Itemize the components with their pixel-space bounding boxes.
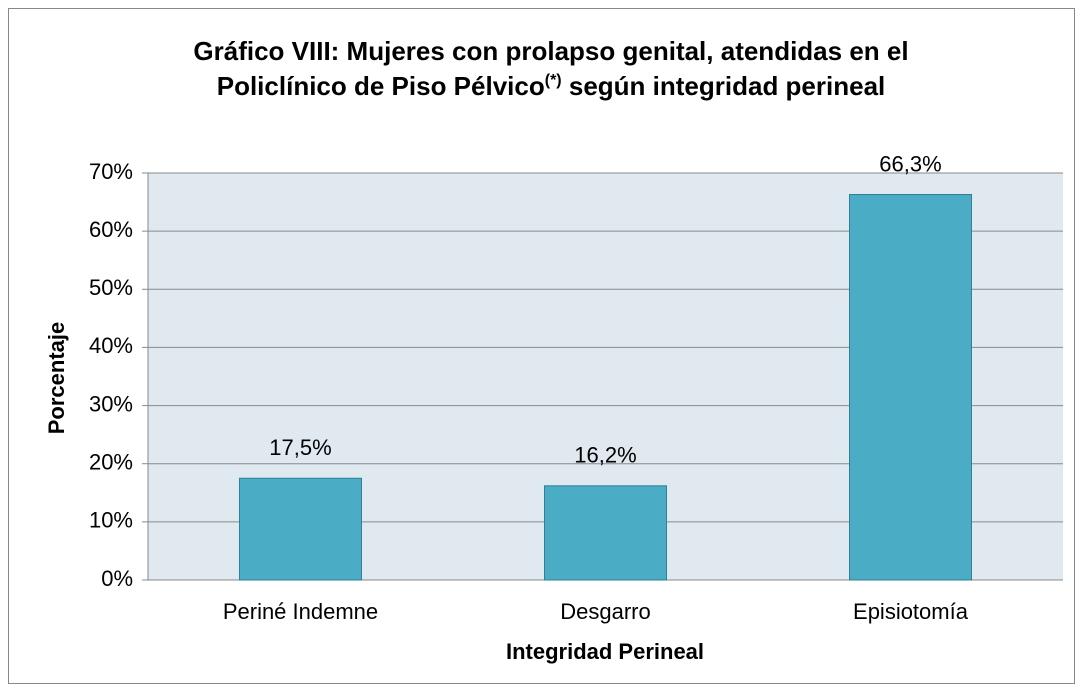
- y-tick-label: 50%: [89, 275, 133, 300]
- value-label: 17,5%: [269, 435, 331, 460]
- y-tick-label: 20%: [89, 450, 133, 475]
- bar: [849, 194, 972, 581]
- title-superscript: (*): [544, 72, 562, 89]
- x-tick-label: Episiotomía: [853, 599, 969, 624]
- value-label: 16,2%: [574, 443, 636, 468]
- y-tick-label: 10%: [89, 508, 133, 533]
- chart-title: Gráfico VIII: Mujeres con prolapso genit…: [141, 34, 961, 104]
- x-tick-label: Desgarro: [560, 599, 650, 624]
- y-tick-label: 30%: [89, 391, 133, 416]
- x-axis-label: Integridad Perineal: [506, 639, 704, 664]
- y-tick-label: 70%: [89, 159, 133, 184]
- y-tick-label: 40%: [89, 333, 133, 358]
- y-tick-label: 0%: [101, 566, 133, 591]
- bar: [544, 485, 667, 581]
- y-tick-label: 60%: [89, 217, 133, 242]
- bar: [239, 477, 362, 581]
- x-tick-label: Periné Indemne: [223, 599, 378, 624]
- title-text: Gráfico VIII: Mujeres con prolapso genit…: [193, 36, 909, 101]
- title-text-continued: según integridad perineal: [568, 71, 886, 101]
- value-label: 66,3%: [879, 151, 941, 176]
- y-axis-label: Porcentaje: [44, 322, 69, 435]
